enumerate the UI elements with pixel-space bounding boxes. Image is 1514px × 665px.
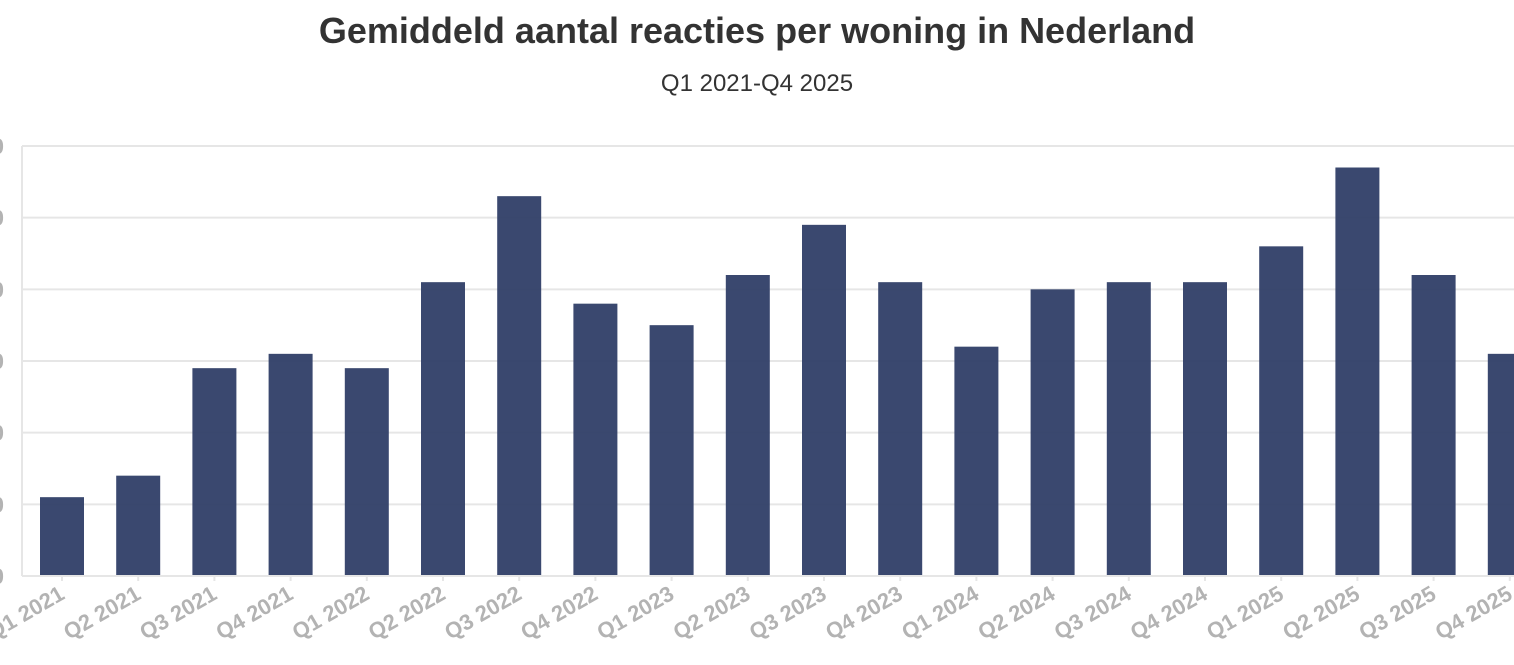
bar — [1487, 353, 1514, 576]
bar — [40, 497, 84, 576]
x-tick-label: Q4 2022 — [516, 581, 602, 645]
bar — [878, 282, 923, 576]
bar — [1259, 246, 1304, 577]
bar — [116, 475, 161, 576]
x-tick-label: Q1 2023 — [593, 581, 679, 645]
bar — [268, 353, 313, 576]
x-tick-label: Q2 2024 — [974, 580, 1060, 644]
x-tick-label: Q4 2021 — [212, 581, 298, 645]
bar — [1335, 167, 1380, 576]
x-tick-label: Q4 2025 — [1431, 581, 1514, 645]
bar — [954, 346, 999, 576]
x-tick-label: Q2 2022 — [364, 581, 450, 645]
x-tick-label: Q3 2025 — [1355, 581, 1441, 645]
chart-title: Gemiddeld aantal reacties per woning in … — [318, 10, 1196, 51]
y-tick-label: 40 — [0, 277, 4, 302]
y-tick-label: 50 — [0, 206, 4, 231]
y-tick-label: 30 — [0, 349, 4, 374]
x-tick-label: Q3 2023 — [745, 581, 831, 645]
x-tick-label: Q4 2023 — [821, 581, 907, 645]
bar — [497, 196, 542, 576]
x-tick-label: Q1 2022 — [288, 581, 374, 645]
x-tick-label: Q1 2025 — [1202, 581, 1288, 645]
chart-subtitle: Q1 2021-Q4 2025 — [660, 70, 854, 97]
x-tick-label: Q2 2025 — [1278, 581, 1364, 645]
bars — [40, 167, 1514, 577]
bar — [725, 275, 770, 576]
bar — [1030, 289, 1075, 576]
y-tick-label: 10 — [0, 492, 4, 517]
bar — [649, 325, 694, 576]
x-tick-label: Q1 2024 — [897, 580, 983, 644]
x-tick-label: Q2 2021 — [59, 581, 145, 645]
x-tick-label: Q3 2022 — [440, 581, 526, 645]
bar — [1183, 282, 1227, 576]
bar — [1106, 282, 1151, 576]
y-tick-label: 60 — [0, 134, 4, 159]
x-tick-label: Q2 2023 — [669, 581, 755, 645]
bar — [802, 224, 846, 577]
x-tick-label: Q3 2021 — [135, 581, 221, 645]
x-tick-label: Q3 2024 — [1050, 580, 1136, 644]
x-tick-label: Q1 2021 — [0, 581, 69, 645]
bar — [421, 282, 465, 576]
y-tick-label: 20 — [0, 421, 4, 446]
bar — [344, 368, 389, 576]
bar — [1411, 275, 1456, 576]
y-tick-label: 0 — [0, 564, 4, 589]
x-tick-label: Q4 2024 — [1126, 580, 1212, 644]
bar — [573, 303, 618, 576]
bar — [192, 368, 237, 576]
